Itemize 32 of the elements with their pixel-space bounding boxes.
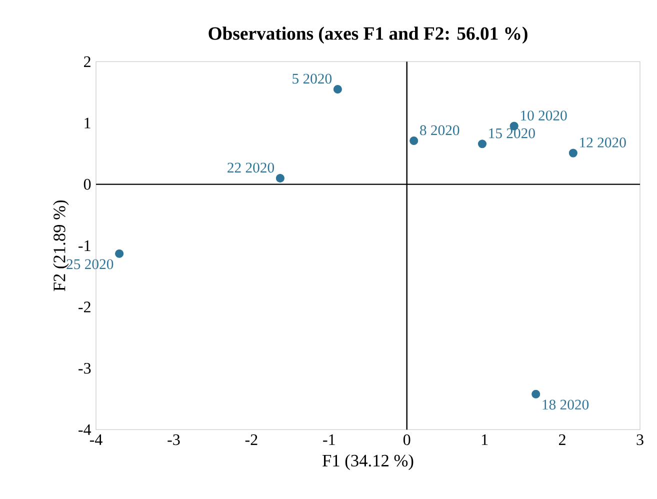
x-axis-title: F1 (34.12 %) bbox=[322, 454, 414, 470]
x-tick-label: 3 bbox=[636, 434, 644, 446]
point bbox=[333, 84, 342, 94]
y-tick-label: 2 bbox=[84, 56, 90, 67]
annotation: 15 2020 bbox=[489, 128, 535, 138]
y-tick-label: -4 bbox=[78, 424, 92, 435]
x-tick-label: 1 bbox=[482, 434, 488, 445]
x-tick-label: -2 bbox=[245, 434, 258, 445]
x-tick-label: 2 bbox=[558, 434, 566, 445]
point bbox=[478, 140, 487, 148]
annotation: 18 2020 bbox=[542, 400, 589, 410]
annotation: 22 2020 bbox=[228, 162, 274, 173]
x-tick-label: -1 bbox=[323, 434, 335, 445]
point bbox=[532, 390, 540, 398]
point bbox=[276, 174, 284, 182]
y-tick-label: -2 bbox=[78, 302, 90, 312]
y-tick-label: 0 bbox=[84, 178, 91, 190]
annotation: 8 2020 bbox=[420, 125, 460, 136]
annotation: 12 2020 bbox=[580, 138, 626, 148]
annotation: 25 2020 bbox=[66, 259, 114, 270]
point bbox=[568, 148, 578, 158]
annotation: 10 2020 bbox=[521, 110, 567, 120]
chart-title: Observations (axes F1 and F2: 56.01 %) bbox=[208, 26, 528, 44]
point bbox=[410, 136, 418, 146]
x-tick-label: 0 bbox=[403, 434, 410, 446]
point bbox=[115, 249, 124, 258]
annotation: 5 2020 bbox=[292, 74, 332, 84]
y-tick-label: -1 bbox=[78, 240, 90, 251]
y-tick-label: -3 bbox=[78, 362, 91, 374]
x-tick-label: -3 bbox=[168, 434, 180, 446]
y-tick-label: 1 bbox=[84, 118, 90, 128]
y-axis-title: F2 (21.89 %) bbox=[53, 200, 69, 292]
